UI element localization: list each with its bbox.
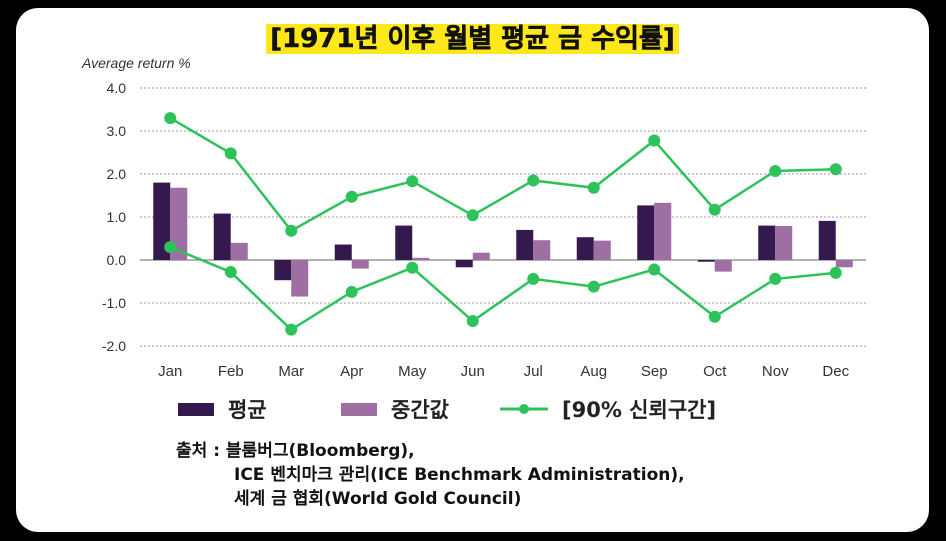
x-tick-label: Oct (703, 363, 727, 380)
legend-swatch-ci (500, 404, 548, 414)
bar-mean (758, 225, 776, 260)
x-tick-label: Aug (580, 363, 607, 380)
x-tick-label: Apr (340, 363, 363, 380)
ci-upper-point (164, 112, 177, 125)
x-tick-label: Mar (278, 363, 304, 380)
x-tick-label: Jul (524, 363, 543, 380)
y-tick-label: -1.0 (102, 295, 126, 311)
bar-mean (395, 225, 413, 260)
ci-upper-point (466, 209, 479, 222)
ci-upper-line (169, 117, 836, 233)
source-line: 세계 금 협회(World Gold Council) (234, 489, 522, 509)
ci-lower-point (648, 263, 661, 276)
bar-mean (274, 260, 292, 281)
legend-label-median: 중간값 (391, 398, 449, 422)
ci-lower-point (769, 272, 782, 285)
ci-lower-line (169, 245, 836, 332)
x-tick-label: May (398, 363, 427, 380)
source-line: ICE 벤치마크 관리(ICE Benchmark Administration… (234, 465, 685, 485)
x-tick-label: Nov (762, 363, 789, 380)
x-tick-label: Jan (158, 363, 182, 380)
legend-label-mean: 평균 (228, 398, 267, 422)
y-tick-label: 4.0 (107, 80, 127, 96)
x-tick-label: Dec (822, 363, 849, 380)
ci-lower-point (829, 266, 842, 279)
bar-mean (818, 220, 836, 260)
bar-mean (455, 260, 473, 268)
x-tick-label: Sep (641, 363, 668, 380)
bar-mean (153, 182, 171, 260)
bar-median (291, 260, 309, 297)
ci-lower-point (345, 285, 358, 298)
bar-median (533, 240, 551, 260)
ci-upper-point (527, 174, 540, 187)
bar-median (412, 257, 430, 260)
legend-swatch-median (341, 402, 377, 416)
ci-lower-point (164, 241, 177, 254)
source-line: 블룸버그(Bloomberg), (225, 441, 415, 461)
ci-lower-point (527, 272, 540, 285)
source-note: 출처 : 블룸버그(Bloomberg), ICE 벤치마크 관리(ICE Be… (176, 439, 685, 511)
ci-upper-point (345, 190, 358, 203)
chart-card: [1971년 이후 월별 평균 금 수익률] Average return % 4… (16, 8, 929, 532)
y-tick-label: 0.0 (107, 252, 127, 268)
bar-mean (516, 229, 534, 260)
y-tick-label: -2.0 (102, 338, 126, 354)
x-tick-label: Feb (218, 363, 244, 380)
chart-plot: Average return % 4.0 3.0 2.0 1.0 0.0 -1.0 -2.0 J… (81, 55, 866, 380)
legend: 평균 중간값 [90% 신뢰구간] (16, 394, 929, 424)
ci-upper-point (769, 164, 782, 177)
y-tick-label: 2.0 (107, 166, 127, 182)
bar-mean (213, 213, 231, 260)
ci-upper-point (224, 147, 237, 160)
ci-lower-point (285, 323, 298, 336)
ci-upper-point (285, 224, 298, 237)
y-tick-label: 3.0 (107, 123, 127, 139)
bar-median (835, 260, 853, 268)
legend-item-mean: 평균 (178, 394, 267, 424)
bar-mean (576, 237, 594, 260)
bar-mean (637, 205, 655, 260)
ci-lower-point (587, 280, 600, 293)
ci-upper-point (648, 134, 661, 147)
y-axis-label: Average return % (81, 55, 191, 71)
bar-median (593, 240, 611, 260)
legend-item-median: 중간값 (341, 394, 449, 424)
ci-upper-point (708, 203, 721, 216)
x-tick-label: Jun (461, 363, 485, 380)
bar-mean (334, 244, 352, 260)
bar-median (654, 202, 672, 260)
legend-swatch-mean (178, 402, 214, 416)
ci-lower-point (406, 261, 419, 274)
ci-lower-point (224, 266, 237, 279)
ci-upper-point (829, 163, 842, 176)
bar-median (230, 242, 248, 260)
bar-median (472, 252, 490, 260)
chart-title: [1971년 이후 월별 평균 금 수익률] (16, 18, 929, 55)
legend-label-ci: [90% 신뢰구간] (562, 398, 717, 422)
ci-upper-point (406, 175, 419, 188)
bar-median (775, 226, 793, 260)
bar-median (351, 260, 369, 269)
bar-median (170, 187, 188, 260)
bar-mean (697, 260, 715, 262)
bar-median (714, 260, 732, 272)
y-tick-label: 1.0 (107, 209, 127, 225)
ci-lower-point (466, 315, 479, 328)
ci-upper-point (587, 181, 600, 194)
legend-item-ci: [90% 신뢰구간] (498, 394, 716, 424)
ci-lower-point (708, 310, 721, 323)
source-label: 출처 : (176, 441, 220, 461)
